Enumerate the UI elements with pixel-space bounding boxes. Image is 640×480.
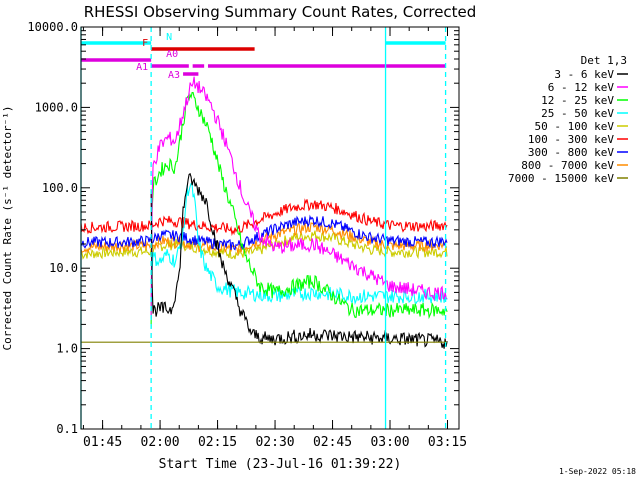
y-tick-label: 1.0 bbox=[56, 342, 78, 356]
x-tick-label: 02:15 bbox=[198, 435, 237, 450]
series-line bbox=[150, 182, 448, 306]
legend-entry-label: 3 - 6 keV bbox=[554, 68, 614, 81]
series-line bbox=[150, 172, 448, 349]
flag-bar-label: A0 bbox=[166, 49, 178, 60]
series-line bbox=[150, 91, 448, 328]
legend-entry-label: 12 - 25 keV bbox=[541, 94, 614, 107]
y-tick-label: 10000.0 bbox=[27, 20, 78, 34]
x-axis-label: Start Time (23-Jul-16 01:39:22) bbox=[159, 457, 402, 472]
flag-bar-label: A1 bbox=[136, 62, 148, 73]
x-tick-label: 03:00 bbox=[370, 435, 409, 450]
plot-frame bbox=[80, 26, 460, 430]
flag-bar-label: F bbox=[142, 38, 148, 49]
legend-entry-label: 7000 - 15000 keV bbox=[508, 172, 614, 185]
series-line bbox=[81, 198, 448, 237]
legend-title: Det 1,3 bbox=[581, 54, 627, 67]
flag-bar-label: N bbox=[166, 32, 172, 43]
legend-entry-label: 100 - 300 keV bbox=[528, 133, 614, 146]
x-tick-label: 02:45 bbox=[313, 435, 352, 450]
y-axis: 0.1 1.0 10.0 100.0 1000.0 10000.0 bbox=[27, 20, 459, 436]
y-tick-label: 1000.0 bbox=[35, 100, 78, 114]
legend-entry-label: 6 - 12 keV bbox=[548, 81, 615, 94]
x-tick-label: 02:00 bbox=[141, 435, 180, 450]
x-tick-label: 02:30 bbox=[255, 435, 294, 450]
flag-bars: N F A0 A1 A3 bbox=[81, 32, 446, 81]
chart-title: RHESSI Observing Summary Count Rates, Co… bbox=[84, 3, 477, 21]
legend-entry-label: 300 - 800 keV bbox=[528, 146, 614, 159]
legend-entry-label: 50 - 100 keV bbox=[535, 120, 615, 133]
series-line bbox=[150, 76, 448, 319]
y-axis-label: Corrected Count Rate (s⁻¹ detector⁻¹) bbox=[1, 105, 14, 350]
x-tick-label: 01:45 bbox=[83, 435, 122, 450]
y-tick-label: 0.1 bbox=[56, 422, 78, 436]
flag-bar-label: A3 bbox=[168, 70, 180, 81]
legend-entry-label: 800 - 7000 keV bbox=[521, 159, 614, 172]
footer-timestamp: 1-Sep-2022 05:18 bbox=[559, 467, 636, 476]
series-layer bbox=[81, 76, 448, 349]
legend-entry-label: 25 - 50 keV bbox=[541, 107, 614, 120]
x-axis: 01:45 02:00 02:15 02:30 02:45 03:00 03:15 bbox=[82, 27, 467, 450]
x-tick-label: 03:15 bbox=[428, 435, 467, 450]
y-tick-label: 100.0 bbox=[42, 181, 78, 195]
y-tick-label: 10.0 bbox=[49, 261, 78, 275]
